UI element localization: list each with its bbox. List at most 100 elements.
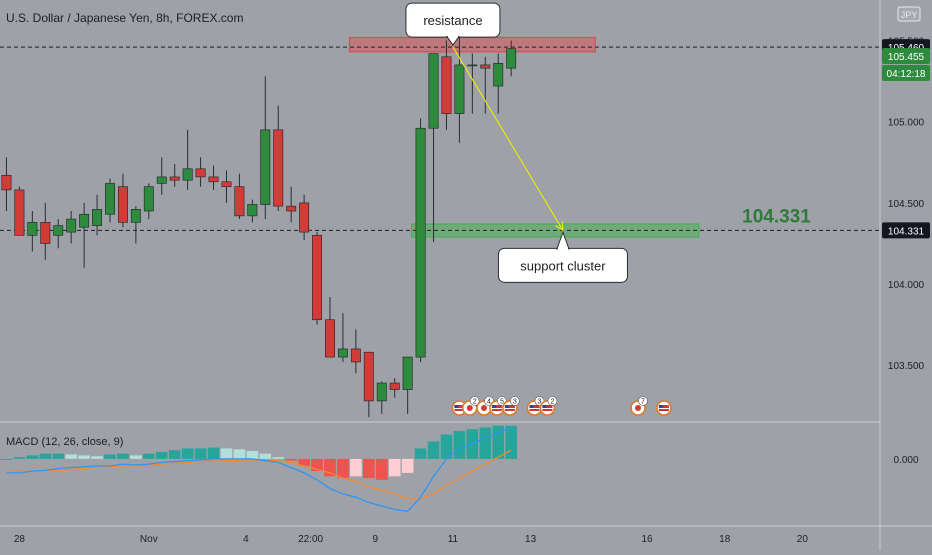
- candle-body: [415, 127, 426, 358]
- candle-body: [92, 209, 103, 226]
- candle-body: [234, 186, 245, 217]
- currency-badge[interactable]: JPY: [897, 6, 921, 22]
- time-tick-label: 22:00: [298, 534, 323, 545]
- macd-histogram-bar: [401, 458, 414, 473]
- price-label-041218: 04:12:18: [887, 69, 926, 80]
- candle-body: [66, 218, 77, 233]
- candle: [428, 53, 439, 242]
- macd-histogram-bar: [13, 457, 26, 459]
- candle-body: [14, 189, 25, 236]
- candle-body: [195, 168, 206, 178]
- event-marker: 3: [502, 396, 520, 416]
- event-marker: 2: [539, 396, 558, 416]
- candle: [66, 211, 77, 244]
- target-price-label: 104.331: [742, 206, 811, 227]
- macd-histogram-bar: [194, 448, 207, 459]
- event-count-badge: [638, 396, 648, 406]
- macd-histogram-bar: [168, 450, 181, 459]
- us-flag-canton: [658, 405, 663, 408]
- candle: [299, 194, 310, 241]
- event-count-badge: [510, 396, 520, 406]
- macd-histogram-bar: [311, 458, 323, 472]
- macd-histogram-bar: [479, 427, 492, 459]
- candle: [1, 157, 12, 211]
- candle-body: [79, 213, 90, 228]
- candle: [40, 202, 51, 260]
- macd-histogram-bar: [363, 458, 375, 479]
- events-layer: 2 4 5 3 3 2 7: [451, 396, 672, 416]
- event-count-label: 4: [487, 399, 491, 406]
- candle: [234, 173, 245, 220]
- candle: [247, 199, 258, 223]
- candle-body: [247, 204, 258, 217]
- candle: [130, 206, 141, 244]
- candle-body: [143, 186, 154, 212]
- price-label-041218-bg: [882, 65, 930, 82]
- candle: [454, 21, 465, 143]
- macd-histogram-bar: [414, 448, 427, 459]
- candle-body: [402, 356, 413, 390]
- macd-histogram-bar: [337, 458, 349, 479]
- macd-histogram-bar: [39, 453, 52, 459]
- candle: [105, 178, 115, 223]
- time-tick-label: Nov: [140, 534, 158, 545]
- time-tick-label: 20: [797, 534, 809, 545]
- candle-body: [325, 319, 335, 358]
- candle: [506, 40, 517, 77]
- event-count-label: 2: [473, 399, 477, 406]
- event-marker: 7: [630, 396, 648, 416]
- currency-badge-label: JPY: [901, 10, 918, 20]
- candle: [325, 297, 335, 358]
- candle: [402, 356, 413, 414]
- chart-title: U.S. Dollar / Japanese Yen, 8h, FOREX.co…: [6, 11, 243, 25]
- candle: [480, 56, 491, 114]
- macd-histogram-bar: [272, 457, 285, 459]
- candle-body: [454, 64, 465, 114]
- candle: [273, 105, 284, 211]
- macd-histogram-bar: [324, 458, 336, 477]
- projection-arrow-head: [555, 221, 564, 232]
- macd-histogram-bar: [298, 458, 310, 466]
- candle: [221, 170, 232, 203]
- macd-pane: [0, 421, 932, 512]
- macd-histogram-bar: [207, 447, 220, 459]
- annotations-layer: resistance support cluster 104.331: [405, 2, 811, 283]
- candle-body: [27, 222, 38, 236]
- callout-0: resistance: [405, 2, 501, 46]
- candle: [337, 313, 348, 362]
- macd-histogram-bar: [492, 425, 505, 459]
- candle: [350, 329, 361, 374]
- us-flag-canton: [504, 405, 509, 408]
- macd-histogram-bar: [181, 448, 194, 459]
- macd-histogram-bar: [259, 453, 272, 459]
- us-flag-canton: [542, 405, 547, 408]
- macd-zero-label: 0.000: [893, 455, 918, 466]
- candle-body: [337, 348, 348, 358]
- time-tick-label: 16: [641, 534, 653, 545]
- macd-label: MACD (12, 26, close, 9): [6, 436, 123, 448]
- macd-histogram-bar: [130, 455, 142, 459]
- candle-body: [208, 176, 219, 183]
- candle-body: [312, 235, 323, 321]
- candles-layer: [1, 21, 517, 418]
- candle-body: [1, 174, 12, 191]
- candle: [363, 351, 374, 418]
- macd-histogram-bar: [155, 451, 168, 459]
- time-tick-label: 9: [373, 534, 379, 545]
- candle-body: [105, 183, 115, 215]
- candle-body: [286, 205, 297, 212]
- macd-histogram-bar: [117, 453, 129, 459]
- event-count-label: 3: [538, 399, 542, 406]
- time-tick-label: 11: [448, 534, 459, 545]
- callout-1: support cluster: [497, 230, 628, 283]
- candle-body: [350, 348, 361, 363]
- macd-histogram-bar: [246, 451, 259, 459]
- macd-histogram-bar: [285, 458, 297, 461]
- candle-body: [493, 62, 504, 87]
- macd-histogram-bar: [91, 456, 103, 459]
- candle: [156, 157, 167, 195]
- candle-body: [506, 48, 517, 69]
- candle-body: [428, 53, 439, 129]
